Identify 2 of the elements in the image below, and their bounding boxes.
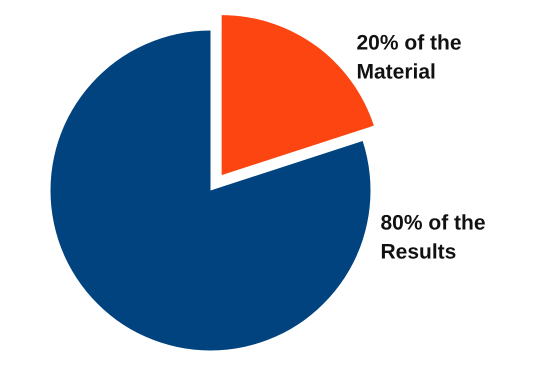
slice-label: 80% of the Results <box>380 212 486 264</box>
slice-label: 20% of the Material <box>356 32 462 84</box>
